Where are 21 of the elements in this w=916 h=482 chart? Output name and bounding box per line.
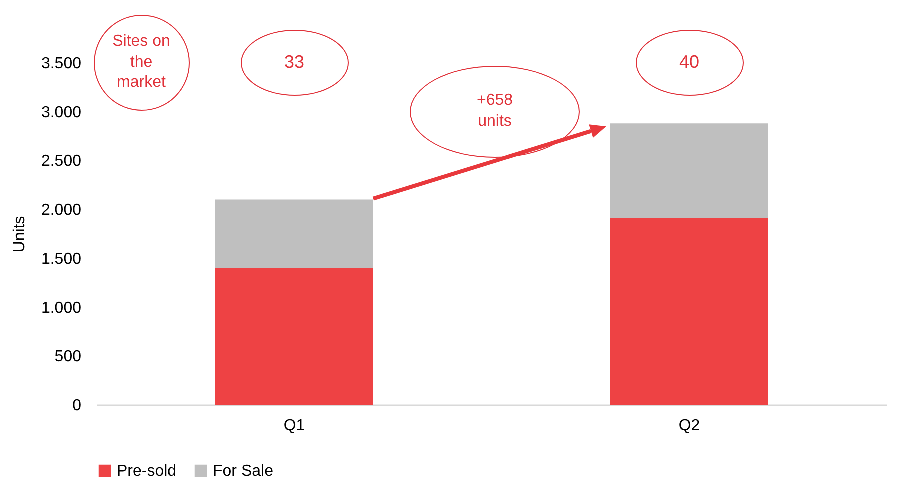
y-tick-label: 1.000 bbox=[41, 300, 82, 317]
x-tick-label: Q2 bbox=[678, 418, 700, 434]
bar bbox=[610, 124, 768, 218]
x-tick-label: Q1 bbox=[284, 418, 306, 434]
bar bbox=[216, 268, 374, 405]
y-axis-title: Units bbox=[11, 216, 28, 253]
y-tick-label: 3.000 bbox=[41, 104, 82, 122]
ellipse-outline: Sites on the market bbox=[94, 15, 190, 111]
y-tick-label: 500 bbox=[54, 348, 82, 366]
y-tick-label: 0 bbox=[72, 398, 82, 414]
ellipse-outline: +658 units bbox=[410, 66, 580, 158]
ellipse-outline: 33 bbox=[240, 30, 348, 96]
y-tick-label: 2.000 bbox=[41, 202, 82, 220]
bar bbox=[610, 218, 768, 405]
bar bbox=[216, 200, 374, 268]
legend-label: Pre-sold bbox=[117, 463, 177, 480]
ellipse-outline: 40 bbox=[636, 30, 744, 96]
legend-label: For Sale bbox=[213, 463, 274, 480]
y-tick-label: 3.500 bbox=[41, 56, 82, 72]
y-tick-label: 2.500 bbox=[41, 153, 82, 170]
y-tick-label: 1.500 bbox=[41, 250, 82, 268]
